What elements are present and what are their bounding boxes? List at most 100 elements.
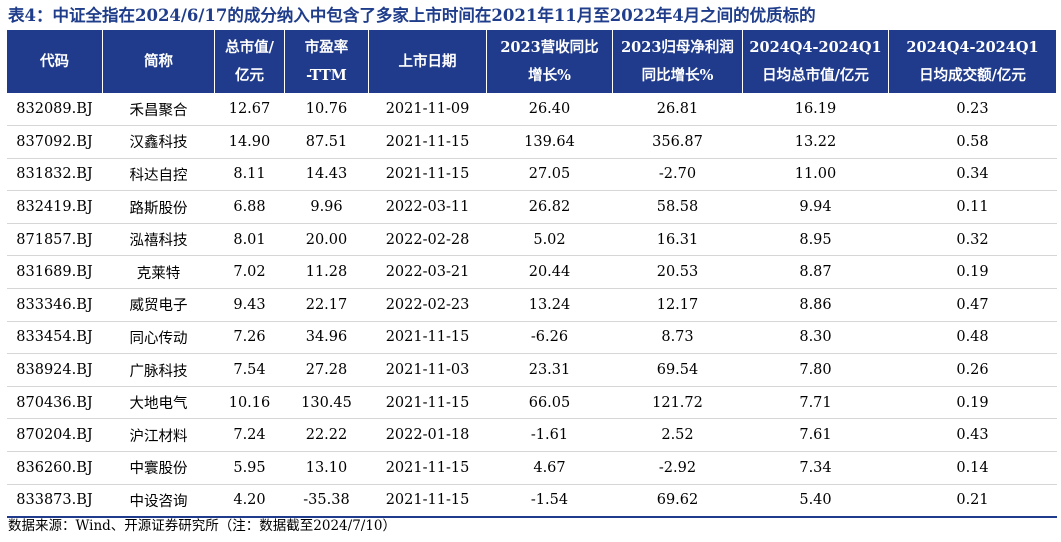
table-cell: 8.95 [742, 223, 889, 257]
table-cell: 831832.BJ [6, 158, 103, 192]
table-cell: 5.40 [742, 484, 889, 518]
table-cell: 中寰股份 [102, 451, 215, 485]
table-cell: 7.54 [214, 353, 285, 387]
table-cell: 87.51 [284, 125, 369, 159]
table-cell: 0.32 [888, 223, 1057, 257]
table-cell: 8.01 [214, 223, 285, 257]
column-header-line: 2023营收同比 [500, 38, 599, 56]
table-cell: 8.73 [612, 321, 743, 355]
table-cell: 2021-11-15 [368, 386, 487, 420]
table-cell: 2022-01-18 [368, 418, 487, 453]
table-cell: 9.94 [742, 190, 889, 224]
table-row: 833346.BJ 威贸电子 9.43 22.17 2022-02-23 13.24 12.… [6, 288, 1057, 322]
column-header-line: 2023归母净利润 [621, 38, 734, 56]
table-row: 871857.BJ 泓禧科技 8.01 20.00 2022-02-28 5.02 16.3… [6, 223, 1057, 257]
column-header: 2023营收同比 增长% [486, 30, 613, 93]
table-cell: 克莱特 [102, 255, 215, 290]
table-cell: 5.95 [214, 451, 285, 485]
table-row: 833873.BJ 中设咨询 4.20 -35.38 2021-11-15 -1.54 69… [6, 484, 1057, 518]
table-cell: 同心传动 [102, 321, 215, 355]
table-cell: 34.96 [284, 321, 369, 355]
table-cell: 0.34 [888, 158, 1057, 192]
table-cell: 0.26 [888, 353, 1057, 387]
column-header-line: -TTM [306, 66, 347, 84]
table-cell: -6.26 [486, 321, 613, 355]
table-cell: 科达自控 [102, 158, 215, 192]
table-cell: 8.11 [214, 158, 285, 192]
table-cell: -35.38 [284, 484, 369, 518]
table-row: 870436.BJ 大地电气 10.16 130.45 2021-11-15 66.05 1… [6, 386, 1057, 420]
table-cell: 2021-11-15 [368, 484, 487, 518]
table-cell: 7.26 [214, 321, 285, 355]
column-header: 上市日期 [368, 30, 487, 93]
table-cell: 12.67 [214, 93, 285, 127]
column-header: 2024Q4-2024Q1 日均总市值/亿元 [742, 30, 889, 93]
table-cell: 0.21 [888, 484, 1057, 518]
column-header-line: 市盈率 [304, 38, 349, 56]
table-cell: 838924.BJ [6, 353, 103, 387]
table-cell: 831689.BJ [6, 255, 103, 290]
table-cell: 7.61 [742, 418, 889, 453]
table-cell: 0.48 [888, 321, 1057, 355]
column-header: 简称 [102, 30, 215, 93]
table-cell: 833454.BJ [6, 321, 103, 355]
table-cell: 27.28 [284, 353, 369, 387]
table-cell: 26.40 [486, 93, 613, 127]
table-cell: 广脉科技 [102, 353, 215, 387]
table-cell: 12.17 [612, 288, 743, 322]
table-cell: -1.54 [486, 484, 613, 518]
column-header-line: 简称 [144, 52, 173, 70]
table-cell: 8.30 [742, 321, 889, 355]
table-row: 833454.BJ 同心传动 7.26 34.96 2021-11-15 -6.26 8.7… [6, 321, 1057, 355]
table-cell: 871857.BJ [6, 223, 103, 257]
column-header-line: 上市日期 [398, 52, 457, 70]
table-cell: 8.87 [742, 255, 889, 290]
source-note: 数据来源：Wind、开源证券研究所（注：数据截至2024/7/10） [8, 518, 397, 534]
column-header-line: 2024Q4-2024Q1 [906, 38, 1039, 56]
table-row: 831689.BJ 克莱特 7.02 11.28 2022-03-21 20.44 20.5… [6, 255, 1057, 290]
table-cell: 威贸电子 [102, 288, 215, 322]
table-row: 832089.BJ 禾昌聚合 12.67 10.76 2021-11-09 26.40 26… [6, 93, 1057, 127]
table-cell: 10.16 [214, 386, 285, 420]
column-header-line: 2024Q4-2024Q1 [749, 38, 882, 56]
table-cell: 2021-11-15 [368, 451, 487, 485]
table-cell: 20.00 [284, 223, 369, 257]
table-cell: 泓禧科技 [102, 223, 215, 257]
table-cell: 7.71 [742, 386, 889, 420]
table-cell: 2021-11-15 [368, 321, 487, 355]
table-cell: 汉鑫科技 [102, 125, 215, 159]
table-cell: 26.81 [612, 93, 743, 127]
table-cell: 0.19 [888, 386, 1057, 420]
table-cell: 2022-02-28 [368, 223, 487, 257]
table-body: 832089.BJ 禾昌聚合 12.67 10.76 2021-11-09 26.40 26… [6, 93, 1057, 518]
table-cell: 870436.BJ [6, 386, 103, 420]
table-cell: 4.67 [486, 451, 613, 485]
table-cell: 26.82 [486, 190, 613, 224]
table-cell: 66.05 [486, 386, 613, 420]
table-cell: 2022-02-23 [368, 288, 487, 322]
table-cell: 69.54 [612, 353, 743, 387]
table-row: 838924.BJ 广脉科技 7.54 27.28 2021-11-03 23.31 69.… [6, 353, 1057, 387]
table-cell: 0.11 [888, 190, 1057, 224]
table-cell: 832089.BJ [6, 93, 103, 127]
table-cell: 7.24 [214, 418, 285, 453]
table-cell: 14.43 [284, 158, 369, 192]
table-title: 表4：中证全指在2024/6/17的成分纳入中包含了多家上市时间在2021年11… [8, 6, 816, 25]
table-row: 831832.BJ 科达自控 8.11 14.43 2021-11-15 27.05 -2.… [6, 158, 1057, 192]
column-header: 2023归母净利润 同比增长% [612, 30, 743, 93]
table-cell: 27.05 [486, 158, 613, 192]
column-header: 总市值/亿元 [214, 30, 285, 93]
column-header-line: 亿元 [235, 66, 264, 84]
table-cell: 23.31 [486, 353, 613, 387]
table-cell: 0.19 [888, 255, 1057, 290]
table-cell: 121.72 [612, 386, 743, 420]
table-cell: 7.02 [214, 255, 285, 290]
table-cell: 16.19 [742, 93, 889, 127]
table-cell: 0.43 [888, 418, 1057, 453]
table-cell: 13.10 [284, 451, 369, 485]
table-cell: 13.22 [742, 125, 889, 159]
table-cell: 16.31 [612, 223, 743, 257]
table-cell: 0.14 [888, 451, 1057, 485]
column-header-line: 日均成交额/亿元 [919, 66, 1026, 84]
table-cell: 中设咨询 [102, 484, 215, 518]
